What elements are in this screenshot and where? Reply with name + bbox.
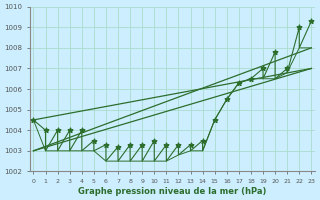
Point [273,50,278,54]
Point [43,129,48,132]
Point [79,129,84,132]
Point [152,139,157,142]
X-axis label: Graphe pression niveau de la mer (hPa): Graphe pression niveau de la mer (hPa) [78,187,267,196]
Point [128,143,133,146]
Point [91,139,96,142]
Point [67,129,72,132]
Point [284,67,290,70]
Point [260,67,266,70]
Point [248,77,253,80]
Point [297,26,302,29]
Point [55,129,60,132]
Point [212,118,217,122]
Point [103,143,108,146]
Point [116,145,121,148]
Point [224,98,229,101]
Point [140,143,145,146]
Point [176,143,181,146]
Point [236,81,241,84]
Point [200,139,205,142]
Point [188,143,193,146]
Point [309,19,314,23]
Point [31,118,36,122]
Point [164,143,169,146]
